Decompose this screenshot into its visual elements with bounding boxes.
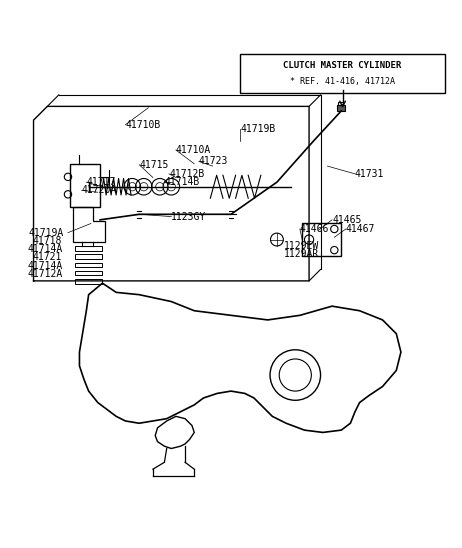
Text: CLUTCH MASTER CYLINDER: CLUTCH MASTER CYLINDER — [283, 61, 401, 70]
Bar — [75, 262, 103, 267]
Text: * REF. 41-416, 41712A: * REF. 41-416, 41712A — [290, 77, 395, 86]
Text: 41717: 41717 — [86, 177, 116, 187]
Text: 41714B: 41714B — [164, 177, 200, 187]
Bar — [337, 105, 345, 111]
Text: 41718: 41718 — [33, 236, 62, 246]
Text: 41710A: 41710A — [176, 145, 211, 155]
Text: 1123GY: 1123GY — [171, 212, 207, 221]
Text: 41715: 41715 — [139, 159, 169, 170]
Bar — [75, 271, 103, 276]
Text: 1129EW: 1129EW — [284, 242, 319, 252]
Text: 41719A: 41719A — [29, 227, 64, 238]
Bar — [75, 247, 103, 251]
Text: 1129AR: 1129AR — [284, 249, 319, 259]
Text: 41723: 41723 — [199, 157, 228, 167]
Text: 41710B: 41710B — [125, 120, 161, 130]
Bar — [302, 224, 341, 255]
Bar — [75, 279, 103, 284]
Text: 41712A: 41712A — [28, 269, 63, 279]
Text: 41467: 41467 — [346, 224, 375, 234]
Text: 41721: 41721 — [33, 253, 62, 262]
Text: 41731: 41731 — [355, 169, 384, 179]
Text: 41719B: 41719B — [240, 124, 275, 134]
Text: 41466: 41466 — [300, 224, 329, 234]
Bar — [339, 102, 343, 105]
Text: 41712B: 41712B — [169, 169, 204, 179]
Text: 41720A: 41720A — [82, 185, 117, 196]
Text: 41465: 41465 — [332, 215, 361, 225]
Bar — [70, 164, 100, 207]
Text: 41714A: 41714A — [28, 261, 63, 271]
Text: 41714A: 41714A — [28, 244, 63, 254]
Bar — [75, 254, 103, 259]
FancyBboxPatch shape — [240, 54, 444, 93]
